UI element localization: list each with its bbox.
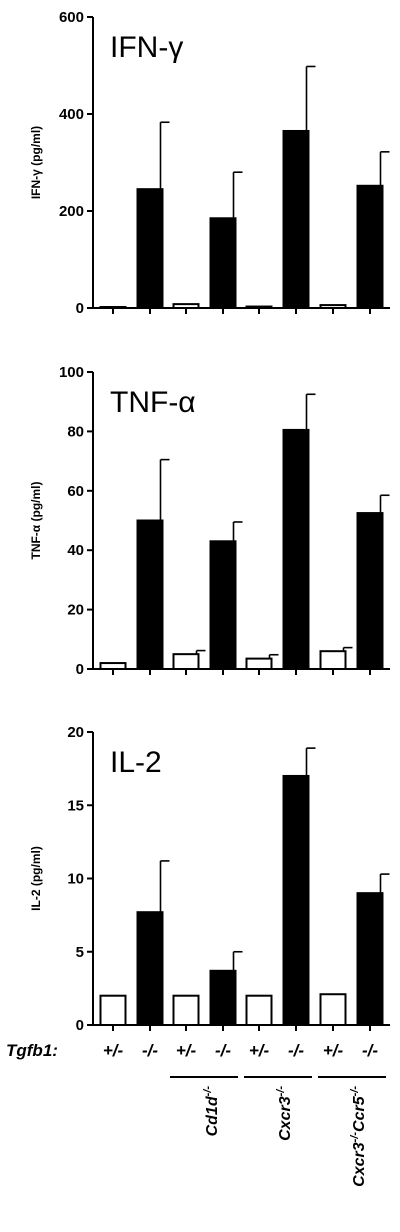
- bar-heterozygous: [99, 994, 127, 1027]
- group-label-gene: Ccr5: [351, 1095, 368, 1132]
- bar-heterozygous: [245, 305, 273, 310]
- y-tick-label: 5: [76, 944, 84, 961]
- genotype-label: -/-: [215, 1041, 231, 1060]
- bar-knockout: [356, 512, 384, 671]
- group-label-superscript: -/-: [275, 1086, 287, 1097]
- group-label: Cxcr3-/-: [275, 1086, 294, 1141]
- bar-heterozygous: [245, 994, 273, 1027]
- genotype-label: +/-: [323, 1041, 344, 1060]
- bar-knockout: [356, 892, 384, 1027]
- bar-heterozygous: [319, 304, 347, 309]
- y-tick-label: 40: [67, 542, 84, 559]
- bar-heterozygous: [319, 993, 347, 1026]
- y-tick-label: 400: [59, 106, 84, 123]
- bar-knockout: [209, 540, 237, 670]
- y-tick-label: 20: [67, 724, 84, 741]
- y-tick-label: 0: [76, 1017, 84, 1034]
- genotype-label: +/-: [176, 1041, 197, 1060]
- group-label-superscript: -/-: [349, 1132, 361, 1143]
- genotype-label: -/-: [288, 1041, 304, 1060]
- genotype-row-label: Tgfb1:: [6, 1041, 58, 1060]
- genotype-label: -/-: [362, 1041, 378, 1060]
- y-tick-label: 20: [67, 602, 84, 619]
- group-label-gene: Cxcr3: [277, 1096, 294, 1141]
- bar-heterozygous: [99, 306, 127, 309]
- bar-knockout: [282, 774, 310, 1027]
- y-axis-label: TNF-α (pg/ml): [29, 481, 43, 559]
- y-tick-label: 80: [67, 423, 84, 440]
- bar-knockout: [209, 217, 237, 309]
- bar-knockout: [136, 188, 164, 309]
- group-label-superscript: -/-: [349, 1086, 361, 1097]
- y-tick-label: 0: [76, 300, 84, 317]
- group-label: Cxcr3-/-Ccr5-/-: [349, 1086, 368, 1187]
- group-label-gene: Cxcr3: [351, 1142, 368, 1187]
- bar-knockout: [136, 519, 164, 670]
- genotype-label: -/-: [142, 1041, 158, 1060]
- bar-heterozygous: [172, 994, 200, 1027]
- y-axis-label: IFN-γ (pg/ml): [29, 126, 43, 199]
- y-tick-label: 600: [59, 9, 84, 26]
- bar-heterozygous: [245, 657, 273, 670]
- y-axis-label: IL-2 (pg/ml): [29, 846, 43, 911]
- y-tick-label: 100: [59, 364, 84, 381]
- bar-knockout: [209, 969, 237, 1026]
- chart-panel-1: 0 200 400 600 IFN-γ (pg/ml) IFN-γ: [29, 9, 390, 317]
- bar-heterozygous: [99, 662, 127, 670]
- genotype-label: +/-: [103, 1041, 124, 1060]
- bar-knockout: [282, 129, 310, 309]
- bar-heterozygous: [319, 650, 347, 670]
- panel-title: IL-2: [110, 746, 162, 779]
- group-label: Cd1d-/-: [202, 1086, 221, 1137]
- y-tick-label: 60: [67, 483, 84, 500]
- bar-heterozygous: [172, 653, 200, 671]
- bar-knockout: [136, 911, 164, 1027]
- chart-panel-3: 0 5 10 15 20 IL-2 (pg/ml) IL-2: [29, 724, 390, 1034]
- y-tick-label: 200: [59, 203, 84, 220]
- bar-knockout: [282, 428, 310, 671]
- group-label-superscript: -/-: [202, 1086, 214, 1097]
- y-tick-label: 10: [67, 871, 84, 888]
- y-tick-label: 0: [76, 661, 84, 678]
- y-tick-label: 15: [67, 797, 84, 814]
- genotype-label: +/-: [249, 1041, 270, 1060]
- bar-heterozygous: [172, 303, 200, 309]
- bar-knockout: [356, 184, 384, 309]
- chart-panel-2: 0 20 40 60 80 100 TNF-α (pg/ml) TNF-α: [29, 364, 390, 678]
- panel-title: IFN-γ: [110, 31, 183, 64]
- panel-title: TNF-α: [110, 386, 196, 419]
- group-label-gene: Cd1d: [204, 1095, 221, 1136]
